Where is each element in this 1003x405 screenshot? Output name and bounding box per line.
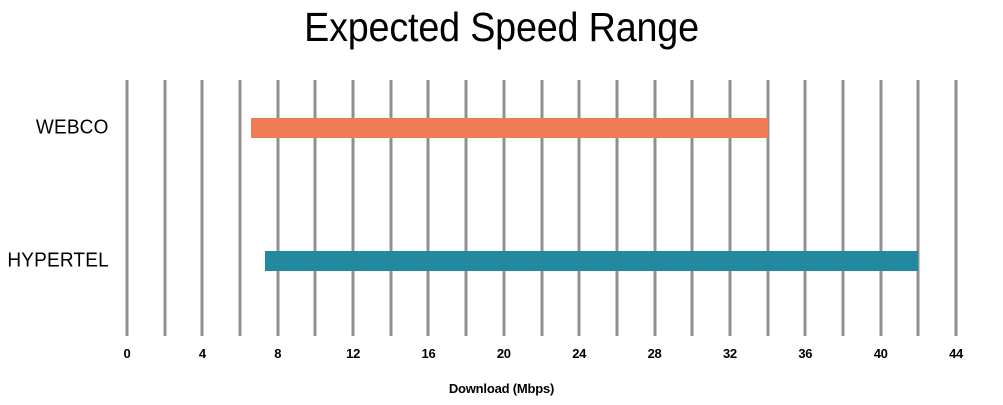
x-tick-label: 0 [123,346,131,361]
gridline [125,80,129,336]
x-tick-label: 16 [421,346,436,361]
x-tick-label: 8 [274,346,282,361]
gridline [653,80,657,336]
gridline [916,80,920,336]
gridline [954,80,958,336]
gridline [238,80,242,336]
gridline [577,80,581,336]
x-tick-label: 32 [722,346,737,361]
x-tick-label: 4 [198,346,206,361]
gridline [163,80,167,336]
x-axis-tick-labels: 0 4 8 12 16 20 24 28 32 36 40 44 [123,346,964,368]
x-tick-label: 44 [949,346,963,361]
gridline [502,80,506,336]
x-tick-label: 24 [572,346,587,361]
x-tick-label: 20 [496,346,511,361]
x-tick-label: 40 [873,346,888,361]
gridline [615,80,619,336]
gridline [766,80,770,336]
gridline [690,80,694,336]
gridline [879,80,883,336]
gridline [841,80,845,336]
gridline [276,80,280,336]
gridline [426,80,430,336]
gridline [540,80,543,336]
gridline [313,80,317,336]
gridline [803,80,807,336]
x-tick-label: 12 [346,346,361,361]
gridline [200,80,204,336]
gridline [464,80,468,336]
bar-hypertel[interactable] [265,251,919,271]
gridline [351,80,355,336]
x-tick-label: 36 [798,346,813,361]
gridlines [125,80,958,336]
y-axis-label-webco: WEBCO [36,116,109,139]
x-tick-label: 28 [647,346,662,361]
bar-webco[interactable] [251,118,768,138]
plot-area [125,80,958,336]
gridline [728,80,732,336]
y-axis-label-hypertel: HYPERTEL [7,249,109,272]
y-axis-category-labels: WEBCO HYPERTEL [0,80,120,336]
gridline [389,80,393,336]
x-axis-title: Download (Mbps) [448,381,555,396]
chart-title: Expected Speed Range [304,4,699,50]
bars-layer [127,80,956,336]
